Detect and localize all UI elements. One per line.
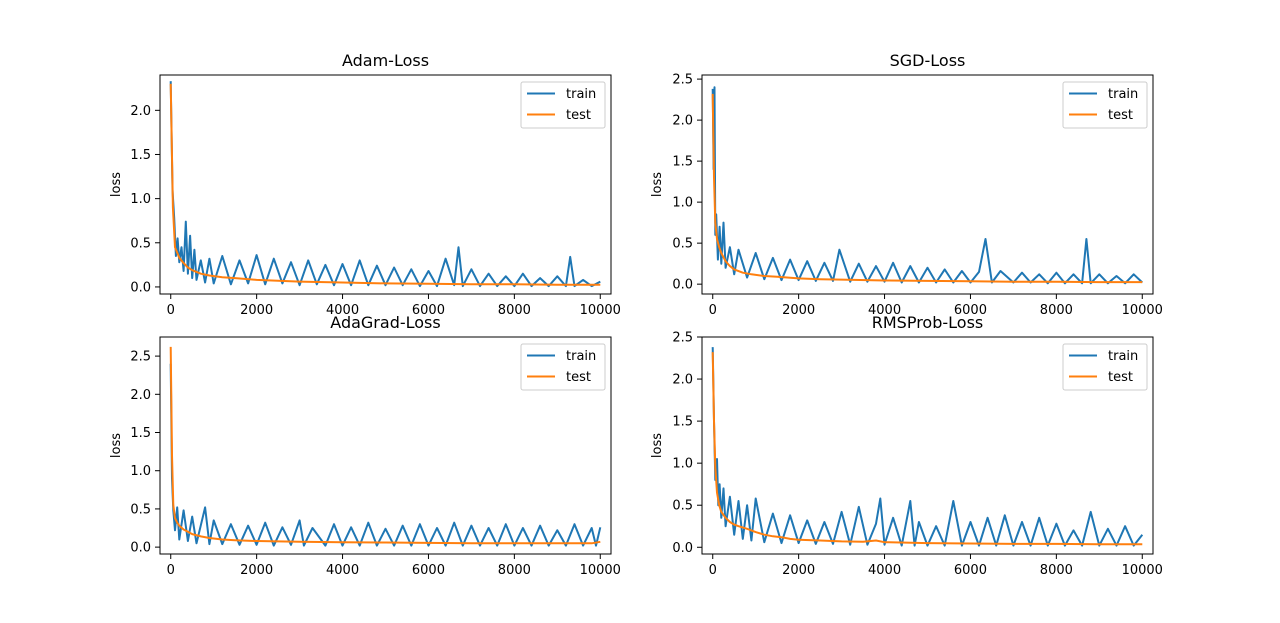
series-line-test [711, 93, 1143, 284]
x-tick-label: 0 [709, 303, 717, 318]
y-axis-label: loss [650, 433, 665, 458]
subplot-adagrad: AdaGrad-Loss loss 0 2000 4000 6000 8000 10000… [109, 313, 621, 578]
ticks: 0 2000 4000 6000 8000 10000 0.0 0.5 1.0 1.5 2.0 2.5 [672, 331, 1163, 579]
chart-title: AdaGrad-Loss [330, 313, 440, 332]
chart-title: SGD-Loss [890, 51, 966, 70]
y-axis-label: loss [109, 433, 124, 458]
y-tick-label: 1.5 [672, 415, 693, 430]
ticks: 0 2000 4000 6000 8000 10000 0.0 0.5 1.0 1.5 2.0 2.5 [672, 73, 1163, 318]
y-tick-label: 1.0 [672, 196, 693, 211]
series-line-train [711, 86, 1143, 285]
y-axis-label: loss [650, 172, 665, 197]
legend-train-label: train [566, 87, 596, 102]
x-tick-label: 0 [167, 303, 175, 318]
x-tick-label: 2000 [782, 303, 815, 318]
series-group [169, 346, 602, 547]
x-tick-label: 6000 [954, 303, 987, 318]
y-tick-label: 0.0 [130, 541, 151, 556]
y-tick-label: 0.5 [130, 502, 151, 517]
x-tick-label: 8000 [498, 563, 531, 578]
legend: train test [1062, 81, 1148, 129]
x-tick-label: 4000 [868, 303, 901, 318]
y-tick-label: 0.0 [130, 280, 151, 295]
subplot-rmsprob: RMSProb-Loss loss 0 2000 4000 6000 8000 10000… [650, 313, 1163, 578]
x-tick-label: 4000 [326, 563, 359, 578]
x-tick-label: 6000 [412, 303, 445, 318]
y-tick-label: 1.0 [130, 192, 151, 207]
ticks: 0 2000 4000 6000 8000 10000 0.0 0.5 1.0 1.5 2.0 2.5 [130, 350, 621, 578]
series-line-test [169, 83, 601, 286]
legend-test-label: test [566, 108, 591, 123]
legend: train test [1062, 343, 1148, 391]
x-tick-label: 0 [709, 563, 717, 578]
x-tick-label: 2000 [782, 563, 815, 578]
subplot-sgd: SGD-Loss loss 0 2000 4000 6000 8000 100000.00… [650, 51, 1163, 318]
legend: train test [520, 81, 606, 129]
y-axis-label: loss [109, 172, 124, 197]
y-tick-label: 2.5 [672, 73, 693, 88]
y-tick-label: 0.5 [672, 237, 693, 252]
legend-train-label: train [1108, 87, 1138, 102]
y-tick-label: 2.0 [130, 388, 151, 403]
y-tick-label: 2.5 [130, 350, 151, 365]
x-tick-label: 10000 [1122, 303, 1163, 318]
y-tick-label: 1.5 [672, 155, 693, 170]
y-tick-label: 2.0 [672, 114, 693, 129]
legend-train-label: train [1108, 349, 1138, 364]
x-tick-label: 10000 [580, 303, 621, 318]
legend-test-label: test [566, 370, 591, 385]
y-tick-label: 2.0 [130, 104, 151, 119]
x-tick-label: 6000 [412, 563, 445, 578]
y-tick-label: 2.0 [672, 373, 693, 388]
legend-test-label: test [1108, 108, 1133, 123]
x-tick-label: 10000 [580, 563, 621, 578]
x-tick-label: 8000 [498, 303, 531, 318]
ticks: 0 2000 4000 6000 8000 10000 0.0 0.5 1.0 1.5 2.0 [130, 104, 621, 318]
x-tick-label: 0 [167, 563, 175, 578]
series-line-test [711, 352, 1143, 546]
y-tick-label: 1.0 [672, 457, 693, 472]
x-tick-label: 6000 [954, 563, 987, 578]
axes-frame [701, 336, 1154, 555]
y-tick-label: 2.5 [672, 331, 693, 346]
x-tick-label: 4000 [326, 303, 359, 318]
x-tick-label: 4000 [868, 563, 901, 578]
series-line-train [169, 363, 602, 547]
series-line-train [169, 81, 601, 288]
subplot-adam: Adam-Loss loss 0 2000 4000 6000 8000 10000 0.0… [109, 51, 621, 318]
y-tick-label: 0.5 [130, 236, 151, 251]
y-tick-label: 0.0 [672, 541, 693, 556]
y-tick-label: 0.0 [672, 278, 693, 293]
x-tick-label: 2000 [240, 563, 273, 578]
series-group [169, 81, 601, 288]
x-tick-label: 8000 [1040, 563, 1073, 578]
series-line-test [169, 346, 601, 545]
axes-frame [159, 74, 612, 295]
chart-title: Adam-Loss [342, 51, 429, 70]
y-tick-label: 1.0 [130, 464, 151, 479]
y-tick-label: 1.5 [130, 426, 151, 441]
axes-frame [701, 74, 1154, 295]
axes-frame [159, 336, 612, 555]
chart-title: RMSProb-Loss [872, 313, 983, 332]
x-tick-label: 8000 [1040, 303, 1073, 318]
y-tick-label: 1.5 [130, 148, 151, 163]
x-tick-label: 2000 [240, 303, 273, 318]
legend: train test [520, 343, 606, 391]
series-group [711, 347, 1144, 547]
x-tick-label: 10000 [1122, 563, 1163, 578]
series-line-train [711, 347, 1144, 547]
legend-train-label: train [566, 349, 596, 364]
y-tick-label: 0.5 [672, 499, 693, 514]
series-group [711, 86, 1143, 285]
legend-test-label: test [1108, 370, 1133, 385]
